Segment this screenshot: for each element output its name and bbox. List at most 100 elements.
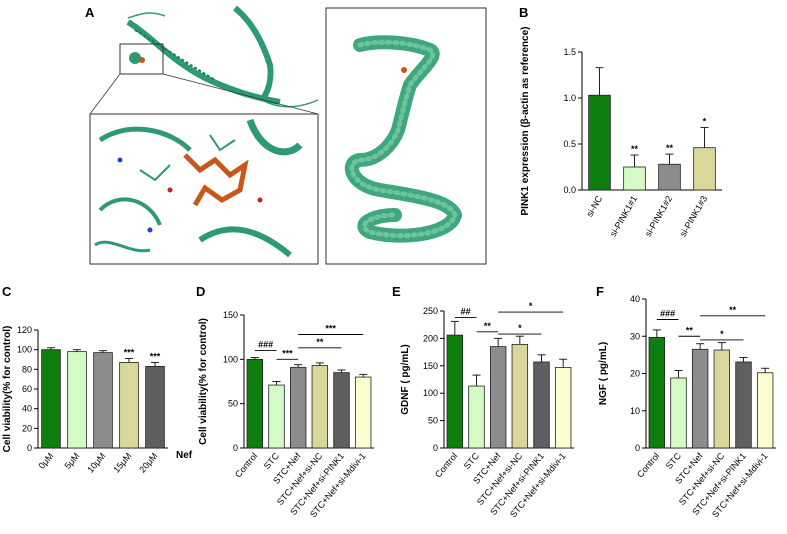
y-tick-label: 1.0 xyxy=(563,93,576,103)
category-label: 15μM xyxy=(111,451,133,475)
category-label: 20μM xyxy=(137,451,159,475)
y-tick-label: 80 xyxy=(22,364,32,374)
y-tick-label: 30 xyxy=(630,331,640,341)
protein-ribbon-overview-image xyxy=(89,5,319,115)
bar xyxy=(735,361,752,449)
y-tick-label: 40 xyxy=(630,294,640,304)
category-label: STC xyxy=(462,450,482,471)
significance-label: * xyxy=(703,116,707,126)
category-label: STC xyxy=(262,450,282,471)
y-tick-label: 40 xyxy=(22,404,32,414)
bracket-label: *** xyxy=(282,348,293,358)
y-tick-label: 20 xyxy=(22,423,32,433)
bar xyxy=(354,376,372,449)
bar xyxy=(713,349,731,449)
bar xyxy=(691,348,709,449)
bar xyxy=(533,361,550,449)
bar xyxy=(67,351,87,449)
y-tick-label: 100 xyxy=(223,354,238,364)
bracket-label: * xyxy=(529,301,533,311)
significance-label: *** xyxy=(124,348,135,358)
bar xyxy=(756,372,774,449)
significance-label: ** xyxy=(666,143,674,153)
bar xyxy=(670,377,687,449)
bar xyxy=(648,336,666,449)
y-tick-label: 20 xyxy=(630,369,640,379)
category-label: si-NC xyxy=(584,194,604,219)
bar xyxy=(333,372,350,449)
bar xyxy=(145,365,165,449)
bracket-label: * xyxy=(518,323,522,333)
bracket-label: ## xyxy=(461,307,471,317)
panel-letter-e: E xyxy=(392,284,401,299)
y-tick-label: 200 xyxy=(423,333,438,343)
category-label: si-PINK1#1 xyxy=(608,194,639,238)
category-label: STC xyxy=(664,450,684,471)
y-axis-label: Cell viability(% for control) xyxy=(198,318,209,445)
y-tick-label: 60 xyxy=(22,384,32,394)
bracket-label: ** xyxy=(316,337,324,347)
category-label: 0μM xyxy=(36,451,55,471)
charts-layer: B 0.0 0.5 1.0 1.5 PINK1 expression (β-actin a… xyxy=(2,5,776,519)
bracket-label: ** xyxy=(686,325,694,335)
y-tick-label: 0 xyxy=(433,443,438,453)
panel-letter-d: D xyxy=(196,284,205,299)
category-label: Control xyxy=(233,451,259,480)
y-tick-label: 120 xyxy=(17,325,32,335)
binding-site-zoom-image xyxy=(89,113,319,265)
bar xyxy=(289,366,307,449)
bar xyxy=(268,384,285,449)
bar xyxy=(311,365,329,449)
category-label: 5μM xyxy=(62,451,81,471)
y-tick-label: 150 xyxy=(423,361,438,371)
y-tick-label: 1.5 xyxy=(563,47,576,57)
bar xyxy=(41,349,61,449)
panel-letter-f: F xyxy=(596,284,604,299)
y-axis-label: PINK1 expression (β-actin as reference) xyxy=(520,27,531,216)
y-tick-label: 50 xyxy=(428,416,438,426)
bar xyxy=(554,367,572,449)
y-tick-label: 0 xyxy=(27,443,32,453)
bracket-label: ** xyxy=(729,305,737,315)
chart-d: D 0 50 100 150 Cell viability(% for control) C… xyxy=(196,284,374,519)
y-tick-label: 0 xyxy=(635,443,640,453)
y-axis-label: Cell viability(% for control) xyxy=(2,326,13,453)
chart-c: C 0 20 40 60 80 100 120 Cell viability(% for con… xyxy=(2,284,193,475)
panel-letter-c: C xyxy=(2,284,12,299)
category-label: si-PINK1#2 xyxy=(643,194,674,238)
y-axis-label: NGF ( pg/mL) xyxy=(598,342,609,405)
protein-surface-image xyxy=(325,7,487,265)
bar xyxy=(246,358,264,449)
y-tick-label: 0 xyxy=(233,443,238,453)
y-tick-label: 0.5 xyxy=(563,139,576,149)
y-tick-label: 100 xyxy=(423,388,438,398)
y-tick-label: 150 xyxy=(223,310,238,320)
bar xyxy=(658,163,681,191)
category-label: Control xyxy=(433,451,459,480)
y-tick-label: 100 xyxy=(17,345,32,355)
category-label: Control xyxy=(635,451,661,480)
category-label: 10μM xyxy=(85,451,107,475)
significance-label: *** xyxy=(150,351,161,361)
bracket-label: *** xyxy=(325,324,336,334)
y-tick-label: 250 xyxy=(423,306,438,316)
bar xyxy=(119,362,139,449)
bar xyxy=(511,344,529,449)
bar xyxy=(693,147,716,191)
y-tick-label: 0.0 xyxy=(563,185,576,195)
bar xyxy=(588,94,611,191)
category-label: si-PINK1#3 xyxy=(678,194,709,238)
y-tick-label: 10 xyxy=(630,406,640,416)
bar xyxy=(623,166,646,191)
bar xyxy=(446,334,464,449)
bracket-label: ### xyxy=(660,308,675,318)
panel-letter-b: B xyxy=(519,5,528,20)
bracket-label: ** xyxy=(484,321,492,331)
bracket-label: ### xyxy=(258,339,273,349)
x-extra-label: Nef xyxy=(176,450,193,461)
bracket-label: * xyxy=(720,329,724,339)
bar xyxy=(93,352,113,449)
